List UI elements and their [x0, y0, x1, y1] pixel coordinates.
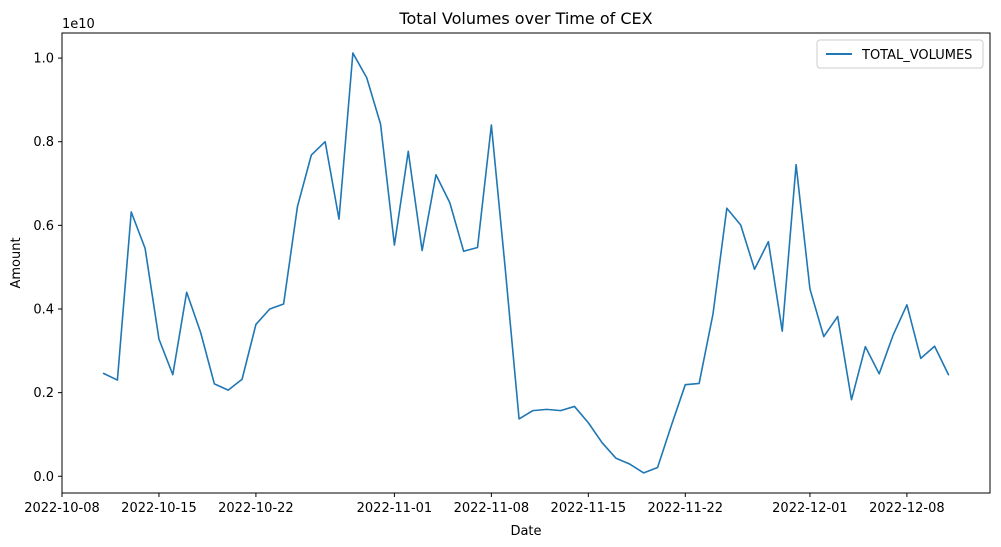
- series-line-total-volumes: [102, 52, 950, 474]
- x-tick-label: 2022-11-22: [648, 501, 724, 516]
- y-tick-label: 0.0: [33, 470, 54, 485]
- y-tick-label: 0.2: [33, 386, 54, 401]
- x-tick-label: 2022-11-01: [357, 501, 433, 516]
- x-axis-label: Date: [510, 524, 541, 539]
- legend: TOTAL_VOLUMES: [816, 39, 984, 69]
- x-tick-label: 2022-11-15: [551, 501, 627, 516]
- x-tick-label: 2022-12-01: [772, 501, 848, 516]
- y-tick-label: 0.6: [33, 219, 54, 234]
- x-axis: 2022-10-08 2022-10-15 2022-10-22 2022-11-01…: [24, 493, 945, 516]
- x-tick-label: 2022-11-08: [454, 501, 530, 516]
- legend-entry-total-volumes: TOTAL_VOLUMES: [861, 48, 972, 63]
- series-layer: [102, 52, 950, 474]
- x-tick-label: 2022-10-15: [121, 501, 197, 516]
- plot-area-frame: [61, 32, 991, 494]
- chart-title: Total Volumes over Time of CEX: [398, 9, 652, 28]
- legend-box: [816, 39, 984, 69]
- y-tick-label: 1.0: [33, 52, 54, 67]
- x-tick-label: 2022-10-08: [24, 501, 100, 516]
- x-tick-label: 2022-12-08: [869, 501, 945, 516]
- y-axis: 0.0 0.2 0.4 0.6 0.8 1.0: [33, 52, 62, 485]
- y-tick-label: 0.4: [33, 303, 54, 318]
- y-axis-label: Amount: [9, 237, 24, 288]
- y-tick-label: 0.8: [33, 135, 54, 150]
- y-axis-offset-text: 1e10: [62, 17, 95, 32]
- x-tick-label: 2022-10-22: [218, 501, 294, 516]
